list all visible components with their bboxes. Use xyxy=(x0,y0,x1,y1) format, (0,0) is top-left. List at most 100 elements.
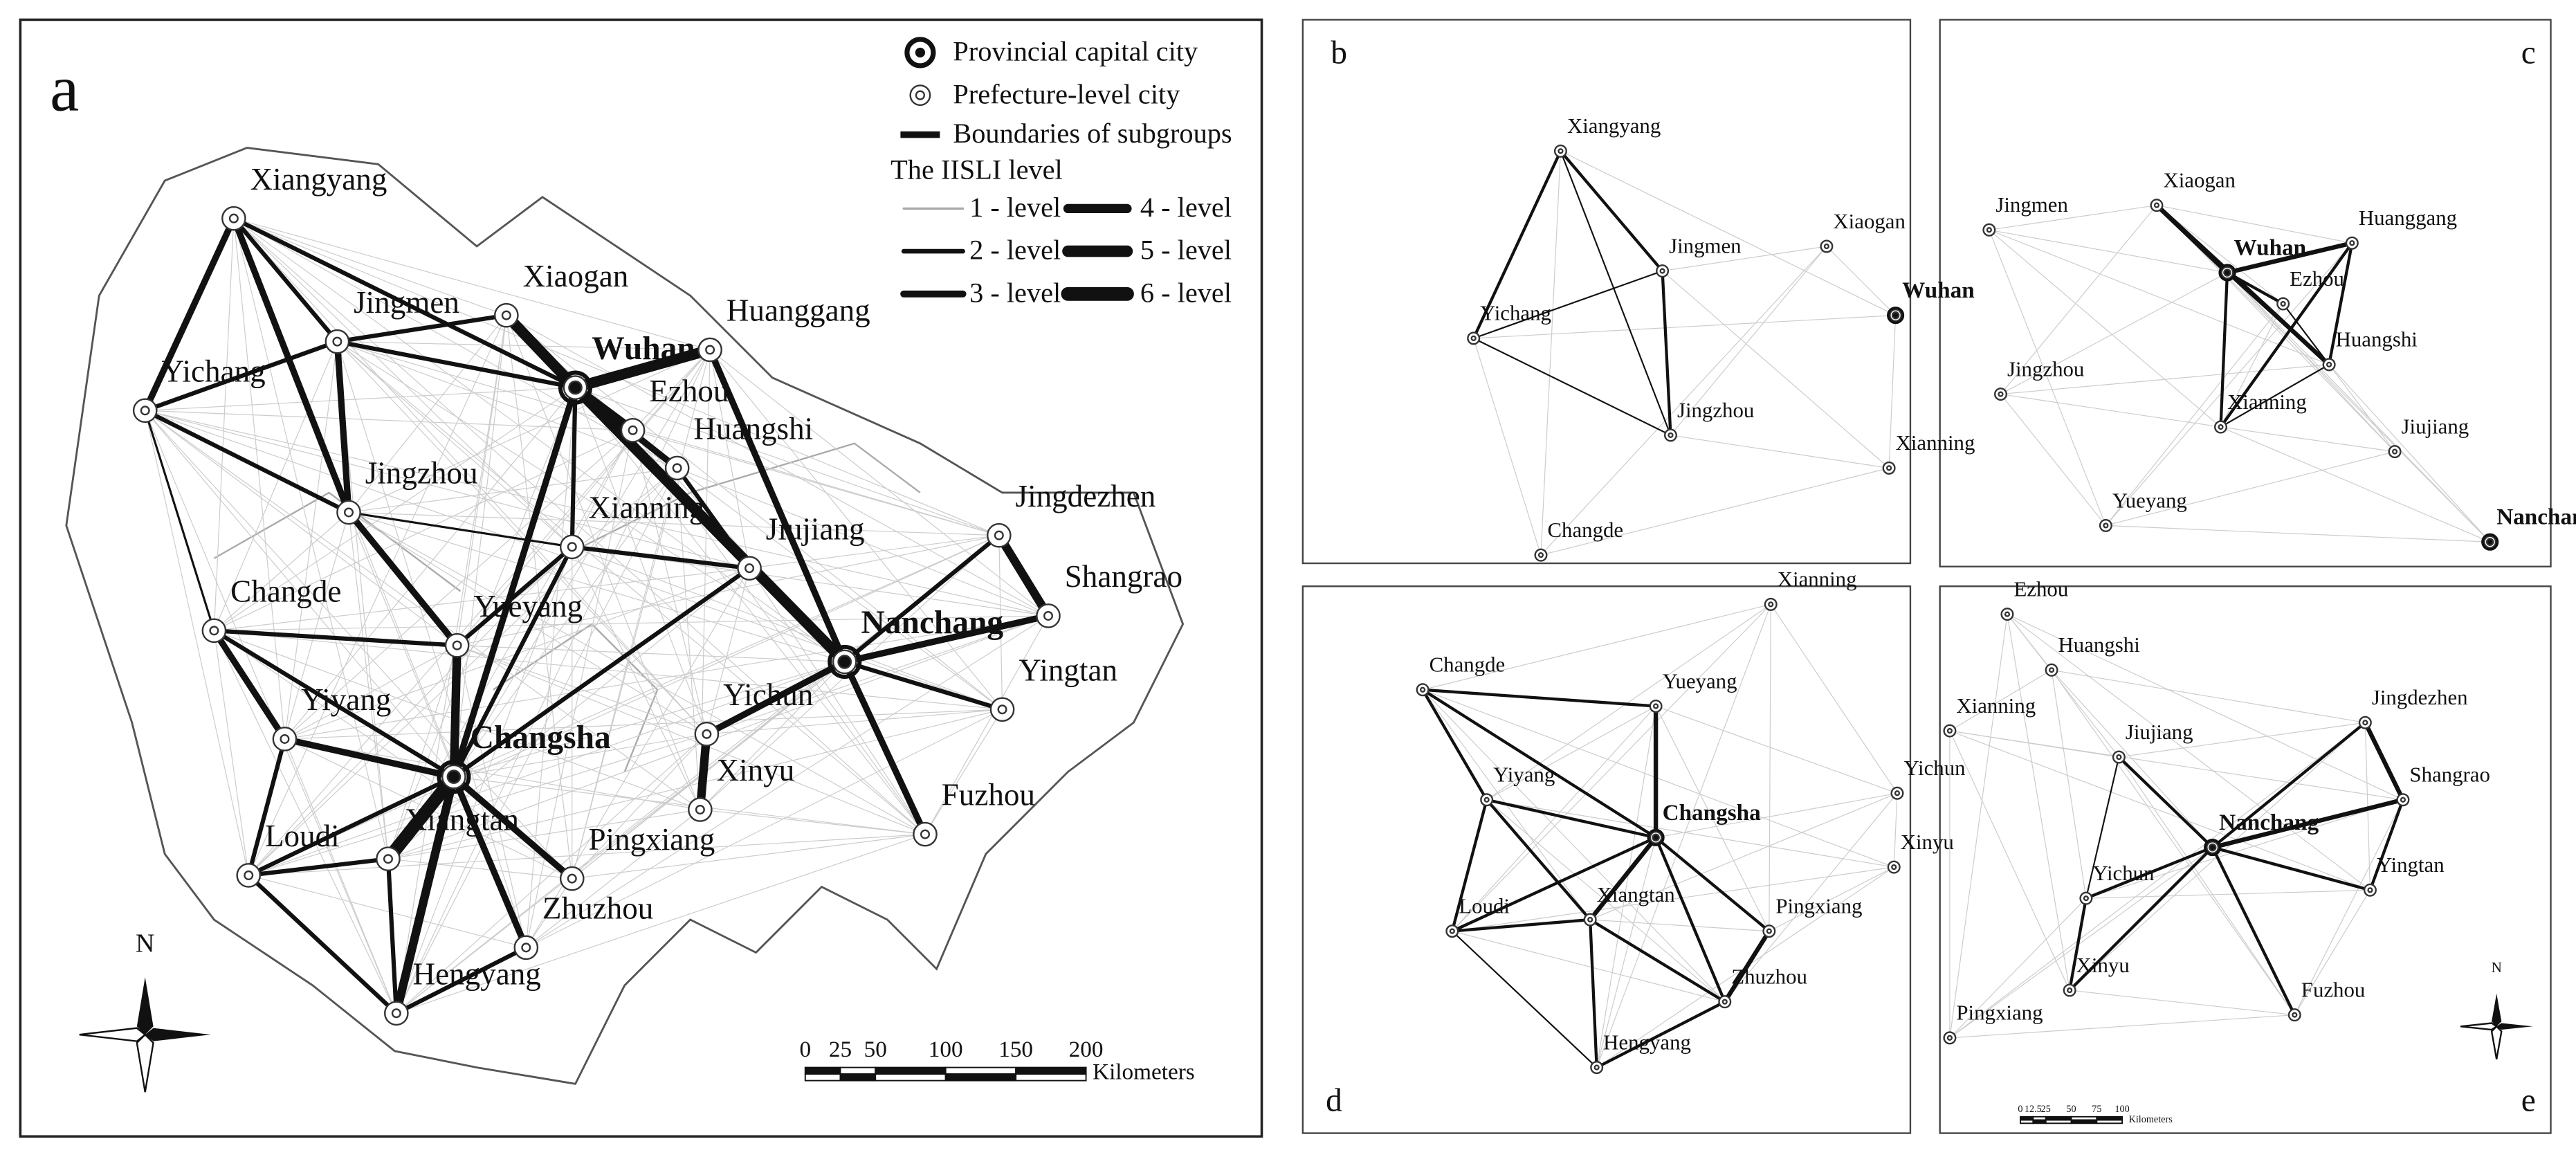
panel-frame xyxy=(19,18,1263,1138)
link xyxy=(1485,798,1658,839)
city-marker-core xyxy=(1998,391,2004,397)
link xyxy=(1450,798,1488,933)
weak-link xyxy=(233,218,926,835)
city-marker-core xyxy=(2103,522,2109,529)
city-label: Yichang xyxy=(1480,302,1551,325)
link xyxy=(1589,918,1598,1069)
weak-link xyxy=(396,734,707,1014)
link xyxy=(392,772,459,1018)
weak-link xyxy=(1949,669,2052,731)
weak-link xyxy=(457,645,707,735)
city-label: Jingdezhen xyxy=(2372,686,2468,709)
scale-segment xyxy=(944,1073,1017,1082)
weak-link xyxy=(749,567,926,835)
weak-link xyxy=(1589,792,1898,920)
link xyxy=(2220,363,2330,428)
weak-link xyxy=(145,410,573,880)
weak-link xyxy=(1486,799,1894,868)
link xyxy=(1595,1000,1726,1069)
city-marker xyxy=(325,329,350,354)
city-label: Zhuzhou xyxy=(542,891,653,925)
weak-link xyxy=(1949,730,2070,991)
legend-symbol xyxy=(915,47,926,58)
weak-link xyxy=(145,410,457,646)
weak-link xyxy=(677,467,1003,710)
weak-link xyxy=(453,734,707,778)
weak-link xyxy=(709,349,1003,710)
city-marker-core xyxy=(1946,727,1953,734)
legend-label: 3 - level xyxy=(969,277,1061,308)
city-marker-core xyxy=(2391,448,2398,455)
city-marker xyxy=(1649,700,1663,713)
city-label: Ezhou xyxy=(2290,267,2344,291)
weak-link xyxy=(1655,705,1898,794)
city-label: Xinyu xyxy=(1901,830,1954,854)
link xyxy=(695,729,711,814)
link xyxy=(450,773,576,882)
city-marker xyxy=(694,722,720,747)
city-marker xyxy=(444,632,470,658)
weak-link xyxy=(387,858,572,880)
city-marker xyxy=(2099,518,2112,532)
weak-link xyxy=(1989,229,2221,428)
city-marker-core xyxy=(209,626,219,636)
city-label: Loudi xyxy=(1459,894,1510,918)
city-label: Nanchang xyxy=(2219,810,2319,835)
city-label: Xinyu xyxy=(717,753,795,787)
weak-link xyxy=(2000,364,2330,395)
city-marker xyxy=(221,206,246,231)
city-marker xyxy=(1762,924,1776,938)
link xyxy=(1654,836,1726,1003)
city-marker xyxy=(1590,1061,1604,1075)
link xyxy=(2363,720,2406,802)
city-marker-core xyxy=(1593,1064,1600,1071)
weak-link xyxy=(453,535,1000,778)
weak-link xyxy=(2070,990,2295,1016)
city-label: Xiaogan xyxy=(2163,169,2236,192)
link xyxy=(210,627,289,743)
link xyxy=(1560,150,1672,436)
weak-link xyxy=(1452,931,1725,1003)
city-marker xyxy=(620,417,646,443)
city-marker-core xyxy=(1483,796,1490,803)
city-label: Jiujiang xyxy=(766,511,865,546)
weak-link xyxy=(677,468,701,810)
capital-ring xyxy=(1887,307,1905,325)
weak-link xyxy=(453,349,711,777)
link xyxy=(1472,337,1672,436)
weak-link xyxy=(396,834,926,1014)
weak-link xyxy=(233,218,507,316)
scale-segment xyxy=(1015,1066,1087,1075)
weak-link xyxy=(1888,315,1897,468)
weak-link xyxy=(709,349,750,569)
weak-link xyxy=(1949,1014,2295,1039)
scale-segment xyxy=(839,1066,877,1075)
weak-link xyxy=(2085,889,2371,899)
link xyxy=(2068,846,2214,992)
link xyxy=(455,545,574,648)
scale-segment xyxy=(2020,1119,2034,1124)
weak-link xyxy=(506,315,701,810)
panel-frame xyxy=(1939,19,2552,567)
weak-link xyxy=(1655,706,1770,931)
link xyxy=(450,384,579,781)
city-marker-core xyxy=(1420,686,1426,693)
city-marker-core xyxy=(2223,268,2231,277)
city-label: Changsha xyxy=(471,720,611,756)
city-label: Changde xyxy=(230,574,341,608)
weak-link xyxy=(348,467,677,513)
link xyxy=(569,344,715,393)
city-marker xyxy=(1993,388,2007,401)
weak-link xyxy=(213,630,397,1014)
city-marker xyxy=(2063,983,2076,997)
weak-link xyxy=(1540,151,1562,556)
weak-link xyxy=(709,349,1049,617)
link xyxy=(1451,930,1598,1068)
scale-label: 100 xyxy=(929,1037,963,1062)
weak-link xyxy=(632,430,999,536)
legend-label: 4 - level xyxy=(1140,192,1232,223)
scale-segment xyxy=(2096,1119,2123,1124)
weak-link xyxy=(506,315,573,879)
city-marker xyxy=(2150,199,2164,212)
